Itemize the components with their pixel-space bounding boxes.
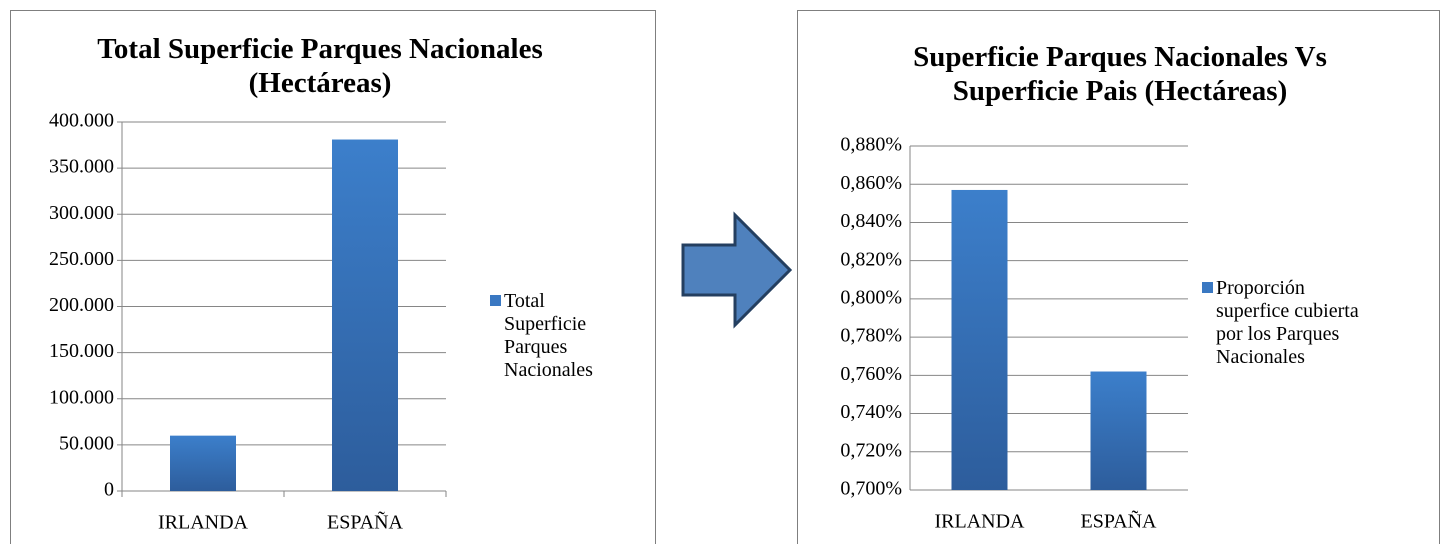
chart-frame	[10, 10, 656, 544]
y-tick-label: 0,840%	[840, 210, 902, 232]
y-tick-label: 0,700%	[840, 478, 902, 500]
y-tick-label: 100.000	[49, 386, 114, 408]
legend-swatch	[1202, 282, 1213, 293]
legend-label: Proporción superfice cubierta por los Pa…	[1216, 277, 1359, 368]
y-tick-label: 0	[104, 479, 114, 501]
y-tick-label: 0,740%	[840, 401, 902, 423]
legend-swatch	[490, 295, 501, 306]
y-tick-label: 0,720%	[840, 439, 902, 461]
y-tick-label: 50.000	[59, 432, 114, 454]
y-tick-label: 0,860%	[840, 172, 902, 194]
y-tick-label: 0,800%	[840, 286, 902, 308]
legend-label: Total Superficie Parques Nacionales	[504, 290, 593, 381]
chart-title: Superficie Parques Nacionales Vs Superfi…	[913, 41, 1327, 107]
bar	[170, 435, 236, 491]
x-tick-label: ESPAÑA	[1081, 509, 1158, 533]
x-tick-label: IRLANDA	[935, 511, 1026, 533]
y-tick-label: 0,760%	[840, 363, 902, 385]
y-tick-label: 0,880%	[840, 134, 902, 156]
bar	[332, 139, 398, 491]
x-tick-label: IRLANDA	[158, 512, 249, 534]
arrow	[681, 211, 793, 329]
y-tick-label: 0,820%	[840, 248, 902, 270]
y-tick-label: 400.000	[49, 110, 114, 132]
y-tick-label: 200.000	[49, 294, 114, 316]
y-tick-label: 250.000	[49, 248, 114, 270]
y-tick-label: 350.000	[49, 156, 114, 178]
bar	[951, 189, 1008, 490]
bar	[1090, 371, 1147, 490]
y-tick-label: 0,780%	[840, 325, 902, 347]
chart-title: Total Superficie Parques Nacionales (Hec…	[97, 33, 543, 99]
x-tick-label: ESPAÑA	[327, 510, 404, 534]
chart-frame	[797, 10, 1440, 544]
y-tick-label: 300.000	[49, 202, 114, 224]
y-tick-label: 150.000	[49, 340, 114, 362]
